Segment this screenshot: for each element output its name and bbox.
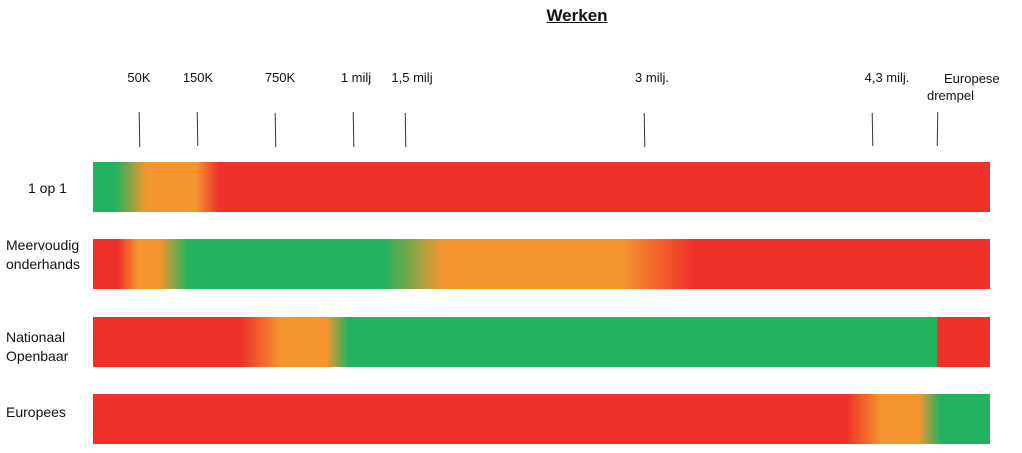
threshold-tick-750k	[274, 112, 277, 148]
threshold-label-750k: 750K	[264, 70, 296, 85]
threshold-tick-150k	[196, 111, 199, 147]
threshold-tick-3milj	[643, 112, 646, 148]
threshold-tick-1milj	[352, 111, 355, 148]
threshold-label-1-5milj: 1,5 milj	[391, 70, 433, 85]
threshold-tick-europese-drempel	[936, 111, 939, 147]
threshold-label-europese-drempel: Europese drempel	[927, 70, 1000, 104]
procedure-bar-nationaal-openbaar	[93, 317, 990, 367]
row-label-meervoudig-onderhands: Meervoudig onderhands	[6, 236, 80, 274]
threshold-label-3milj: 3 milj.	[635, 70, 669, 85]
threshold-label-drempel: drempel	[927, 88, 974, 103]
threshold-tick-1-5milj	[404, 112, 407, 148]
row-label-1op1: 1 op 1	[28, 180, 67, 196]
procedure-bar-europees	[93, 394, 990, 444]
row-label-openbaar: Openbaar	[6, 348, 69, 364]
threshold-tick-4-3milj	[871, 112, 874, 147]
row-label-europees: Europees	[6, 404, 66, 420]
threshold-label-50k: 50K	[127, 70, 151, 85]
threshold-label-europese: Europese	[944, 71, 1000, 86]
row-label-nationaal-openbaar: Nationaal Openbaar	[6, 328, 68, 366]
row-label-nationaal: Nationaal	[6, 329, 66, 345]
threshold-label-4-3milj: 4,3 milj.	[864, 70, 910, 85]
page-title: Werken	[546, 6, 608, 25]
threshold-label-1milj: 1 milj	[340, 70, 372, 85]
threshold-label-150k: 150K	[182, 70, 214, 85]
threshold-tick-50k	[138, 111, 141, 148]
procedure-bar-meervoudig-onderhands	[93, 239, 990, 289]
row-label-onderhands: onderhands	[6, 256, 80, 272]
row-label-meervoudig: Meervoudig	[6, 237, 80, 253]
procedure-bar-1op1	[93, 162, 990, 212]
